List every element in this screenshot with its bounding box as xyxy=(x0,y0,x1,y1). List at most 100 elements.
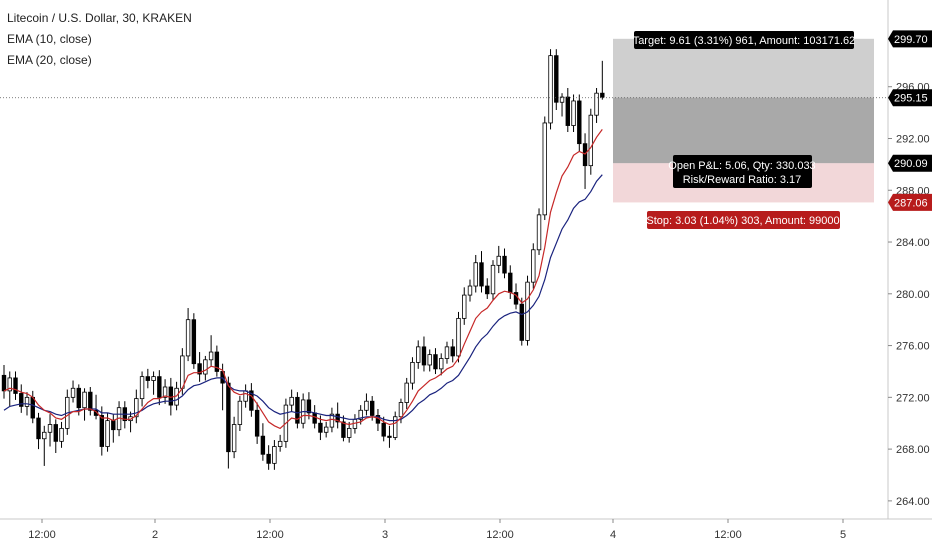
candle xyxy=(346,428,352,438)
candle xyxy=(456,317,461,357)
target-zone[interactable] xyxy=(613,38,874,164)
candle xyxy=(358,409,363,420)
price-tick-label: 268.00 xyxy=(896,444,930,456)
candle xyxy=(111,420,116,431)
candle xyxy=(427,354,432,366)
candle xyxy=(231,424,237,453)
candle xyxy=(42,431,47,440)
candle xyxy=(53,424,58,442)
candle xyxy=(559,96,565,103)
candle xyxy=(600,92,605,98)
target-price-badge: 299.70 xyxy=(888,30,932,48)
time-tick-label: 12:00 xyxy=(486,529,514,541)
last-price-label: 295.15 xyxy=(894,93,928,105)
candle xyxy=(88,391,93,411)
ema-20-line xyxy=(3,174,603,422)
candle xyxy=(508,272,513,293)
time-axis[interactable]: 12:00 2 12:00 3 12:00 4 12:00 5 xyxy=(28,519,846,541)
candle xyxy=(364,400,369,411)
pnl-badge: Open P&L: 5.06, Qty: 330.033 Risk/Reward… xyxy=(668,155,816,188)
candle xyxy=(485,285,490,295)
candle xyxy=(548,55,553,124)
chart-legend: Litecoin / U.S. Dollar, 30, KRAKEN EMA (… xyxy=(7,8,192,71)
candle xyxy=(76,387,81,409)
candle xyxy=(185,319,191,357)
last-price-badge: 295.15 xyxy=(888,89,932,107)
candle xyxy=(249,390,254,411)
candle xyxy=(554,55,559,103)
price-tick-label: 292.00 xyxy=(896,133,930,145)
candle xyxy=(306,399,312,414)
candle xyxy=(433,354,438,370)
risk-reward-label: Risk/Reward Ratio: 3.17 xyxy=(683,174,802,186)
candle xyxy=(151,376,156,381)
candle xyxy=(243,390,248,402)
candle xyxy=(260,435,266,455)
ema-20-legend[interactable]: EMA (20, close) xyxy=(7,53,92,67)
candle xyxy=(30,396,35,419)
stop-badge: Stop: 3.03 (1.04%) 303, Amount: 99000 xyxy=(646,211,840,229)
candle xyxy=(312,412,317,424)
candle xyxy=(254,409,260,437)
target-badge: Target: 9.61 (3.31%) 961, Amount: 103171… xyxy=(633,31,855,49)
candle xyxy=(329,413,335,428)
candlestick-series xyxy=(1,49,605,470)
candle xyxy=(323,426,329,433)
ema-10-legend[interactable]: EMA (10, close) xyxy=(7,32,92,46)
candle xyxy=(134,398,139,418)
candle xyxy=(180,355,185,389)
candle xyxy=(203,359,208,375)
candle xyxy=(272,446,277,464)
candle xyxy=(416,346,421,363)
candle xyxy=(496,255,501,266)
price-tick-label: 272.00 xyxy=(896,392,930,404)
candle xyxy=(7,377,12,392)
time-tick-label: 12:00 xyxy=(28,529,56,541)
candle xyxy=(139,376,145,400)
entry-price-label: 290.09 xyxy=(894,158,928,170)
time-tick-label: 12:00 xyxy=(256,529,284,541)
candle xyxy=(82,391,87,409)
candle xyxy=(588,114,594,167)
candle xyxy=(1,374,7,392)
candle xyxy=(335,413,340,423)
candle xyxy=(439,358,444,370)
candle xyxy=(105,420,110,447)
candle xyxy=(519,303,524,341)
candle xyxy=(59,428,64,442)
candle xyxy=(450,346,455,357)
stop-price-badge: 287.06 xyxy=(888,193,932,211)
candle xyxy=(162,386,168,398)
candle xyxy=(398,402,404,418)
time-tick-label: 5 xyxy=(840,529,846,541)
candle xyxy=(393,416,398,438)
stop-price-label: 287.06 xyxy=(894,197,928,209)
candle xyxy=(19,393,24,407)
candle xyxy=(145,376,151,381)
candle xyxy=(462,294,467,319)
candle xyxy=(582,143,588,167)
stop-label: Stop: 3.03 (1.04%) 303, Amount: 99000 xyxy=(646,215,839,227)
open-pnl-zone xyxy=(613,97,874,164)
price-axis[interactable]: 264.00268.00272.00276.00280.00284.00288.… xyxy=(888,82,930,508)
candle xyxy=(542,122,547,216)
candle xyxy=(197,363,202,375)
candle xyxy=(467,285,473,296)
time-tick-label: 3 xyxy=(382,529,388,541)
candle xyxy=(214,351,220,372)
price-tick-label: 284.00 xyxy=(896,237,930,249)
candle xyxy=(237,400,243,425)
candle xyxy=(318,422,323,433)
price-tick-label: 264.00 xyxy=(896,496,930,508)
candle xyxy=(369,400,375,416)
candle xyxy=(99,415,105,447)
entry-price-badge: 290.09 xyxy=(888,154,932,172)
price-tick-label: 276.00 xyxy=(896,341,930,353)
candle xyxy=(289,396,294,406)
candle xyxy=(577,100,582,145)
candle xyxy=(565,96,570,126)
pnl-label: Open P&L: 5.06, Qty: 330.033 xyxy=(668,160,815,172)
candle xyxy=(277,440,283,447)
time-tick-label: 4 xyxy=(610,529,616,541)
